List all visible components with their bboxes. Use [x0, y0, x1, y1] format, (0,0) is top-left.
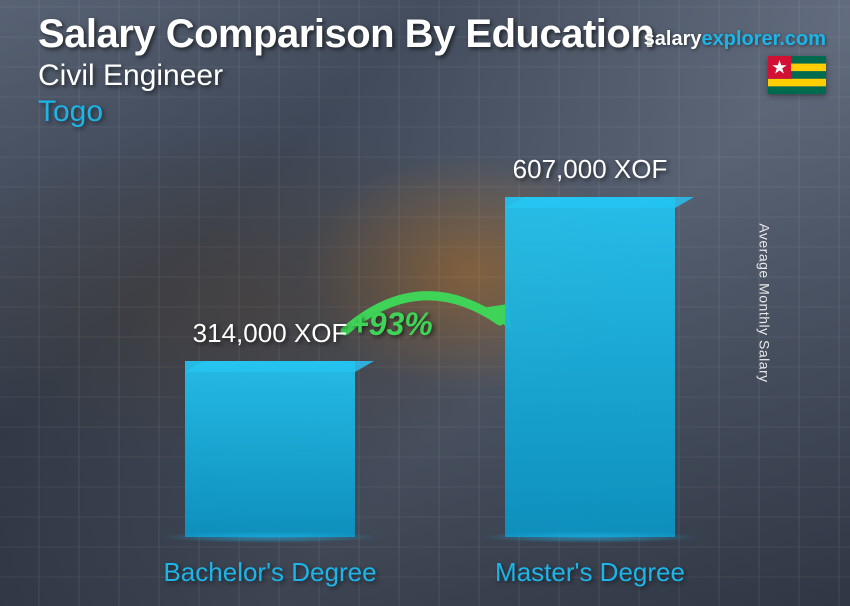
brand-logo: salaryexplorer.com — [644, 28, 826, 51]
bar-value-label: 607,000 XOF — [513, 154, 668, 185]
bar-group-masters: 607,000 XOF Master's Degree — [490, 154, 690, 588]
job-title: Civil Engineer — [38, 59, 830, 93]
bar-category-label: Master's Degree — [495, 557, 685, 588]
brand-part3: .com — [779, 28, 826, 50]
chart-area: +93% 314,000 XOF Bachelor's Degree 607,0… — [0, 136, 850, 606]
bar-shadow — [480, 531, 700, 543]
bar-masters — [505, 197, 675, 537]
bar-category-label: Bachelor's Degree — [163, 557, 376, 588]
country-name: Togo — [38, 95, 830, 129]
bar-front-face — [505, 197, 675, 537]
country-flag-icon — [768, 56, 826, 94]
brand-part1: salary — [644, 28, 702, 50]
bar-group-bachelors: 314,000 XOF Bachelor's Degree — [170, 318, 370, 588]
bar-shadow — [160, 531, 380, 543]
bar-value-label: 314,000 XOF — [193, 318, 348, 349]
bar-bachelors — [185, 361, 355, 537]
brand-part2: explorer — [701, 28, 779, 50]
bar-front-face — [185, 361, 355, 537]
